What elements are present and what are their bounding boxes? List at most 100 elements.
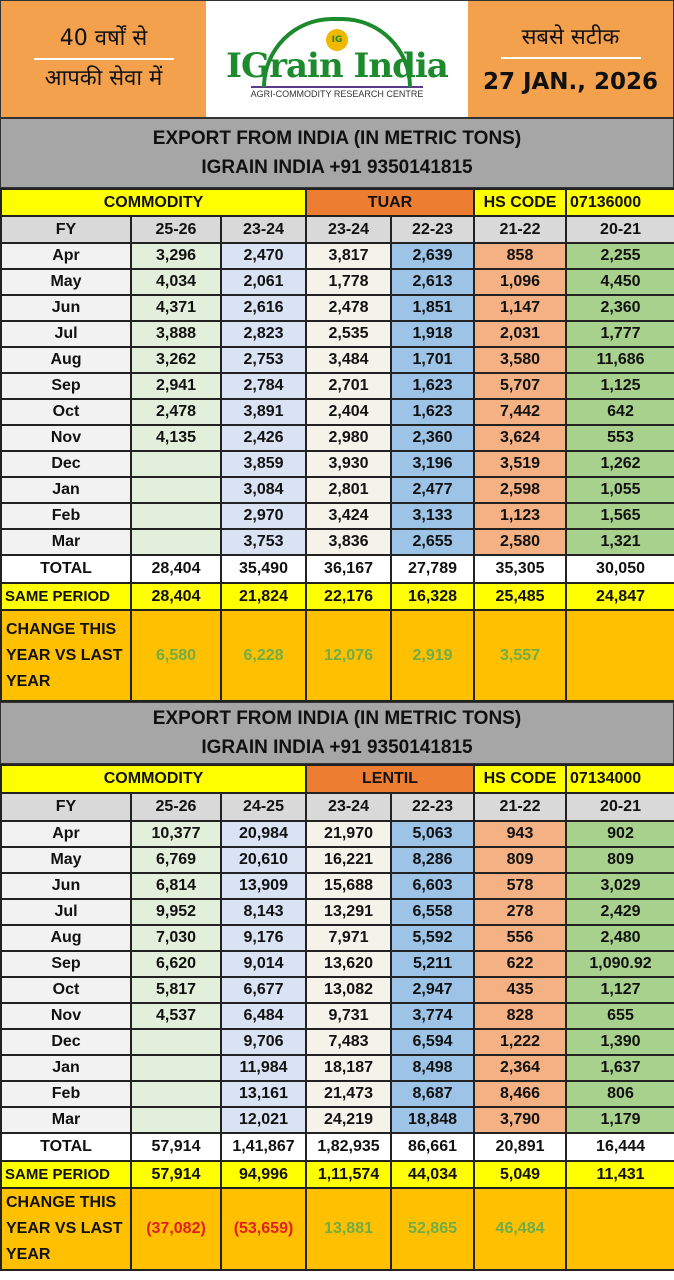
cell-value: 8,498 [390, 1054, 476, 1082]
cell-value: 622 [473, 950, 568, 978]
cell-value: 20,610 [219, 846, 308, 874]
change-value: 12,076 [305, 609, 393, 702]
cell-value: 3,891 [219, 398, 308, 426]
month-label: Mar [0, 528, 132, 556]
cell-value: 13,291 [305, 898, 393, 926]
cell-value: 11,686 [565, 346, 674, 374]
table-row: May 6,769 20,610 16,221 8,286 809 809 [0, 846, 674, 874]
same-period-label: SAME PERIOD [0, 582, 132, 611]
same-period-value: 11,431 [565, 1160, 674, 1189]
cell-value: 3,296 [130, 242, 222, 270]
cell-value: 3,790 [473, 1106, 568, 1134]
table-row: Feb 13,161 21,473 8,687 8,466 806 [0, 1080, 674, 1108]
cell-value: 5,707 [473, 372, 568, 400]
cell-value: 2,823 [219, 320, 308, 348]
hs-code-value: 07136000 [565, 188, 674, 217]
cell-value: 7,971 [305, 924, 393, 952]
cell-value: 3,774 [390, 1002, 476, 1030]
cell-value: 2,360 [390, 424, 476, 452]
month-label: Dec [0, 1028, 132, 1056]
total-label: TOTAL [0, 554, 132, 584]
fy-header-row: FY 25-26 23-24 23-24 22-23 21-22 20-21 [0, 215, 674, 244]
table-row: Jan 3,084 2,801 2,477 2,598 1,055 [0, 476, 674, 504]
cell-value: 6,814 [130, 872, 222, 900]
tagline-left: 40 वर्षों से आपकी सेवा में [1, 1, 206, 117]
month-label: Jun [0, 872, 132, 900]
year-header: 23-24 [219, 215, 308, 244]
cell-value: 11,984 [219, 1054, 308, 1082]
cell-value: 1,262 [565, 450, 674, 478]
logo: IG IGrain India AGRI-COMMODITY RESEARCH … [206, 1, 468, 117]
cell-value: 2,580 [473, 528, 568, 556]
tagline-line2: आपकी सेवा में [44, 66, 163, 91]
cell-value: 3,836 [305, 528, 393, 556]
cell-value: 2,535 [305, 320, 393, 348]
same-period-row: SAME PERIOD 57,914 94,996 1,11,574 44,034 5,0… [0, 1160, 674, 1189]
table-row: Oct 2,478 3,891 2,404 1,623 7,442 642 [0, 398, 674, 426]
change-value: (37,082) [130, 1187, 222, 1271]
cell-value: 1,222 [473, 1028, 568, 1056]
change-label: CHANGE THIS YEAR VS LAST YEAR [0, 1187, 132, 1271]
change-value: 52,865 [390, 1187, 476, 1271]
table-row: Apr 10,377 20,984 21,970 5,063 943 902 [0, 820, 674, 848]
month-label: Oct [0, 976, 132, 1004]
table-row: Aug 7,030 9,176 7,971 5,592 556 2,480 [0, 924, 674, 952]
month-label: Jan [0, 476, 132, 504]
month-label: Aug [0, 924, 132, 952]
cell-value: 21,473 [305, 1080, 393, 1108]
month-label: Jan [0, 1054, 132, 1082]
cell-value: 1,055 [565, 476, 674, 504]
cell-value: 828 [473, 1002, 568, 1030]
same-period-value: 24,847 [565, 582, 674, 611]
title-line2: IGRAIN INDIA +91 9350141815 [201, 157, 473, 178]
year-header: 20-21 [565, 792, 674, 822]
cell-value: 13,620 [305, 950, 393, 978]
total-value: 27,789 [390, 554, 476, 584]
same-period-value: 5,049 [473, 1160, 568, 1189]
cell-value [130, 528, 222, 556]
cell-value: 2,941 [130, 372, 222, 400]
total-row: TOTAL 57,914 1,41,867 1,82,935 86,661 20,891 1… [0, 1132, 674, 1162]
month-label: Sep [0, 950, 132, 978]
table-row: Mar 12,021 24,219 18,848 3,790 1,179 [0, 1106, 674, 1134]
cell-value: 2,613 [390, 268, 476, 296]
cell-value: 2,655 [390, 528, 476, 556]
cell-value: 8,687 [390, 1080, 476, 1108]
cell-value: 3,580 [473, 346, 568, 374]
cell-value: 5,817 [130, 976, 222, 1004]
cell-value: 1,777 [565, 320, 674, 348]
table-row: May 4,034 2,061 1,778 2,613 1,096 4,450 [0, 268, 674, 296]
cell-value: 1,918 [390, 320, 476, 348]
month-label: May [0, 846, 132, 874]
month-label: Apr [0, 820, 132, 848]
table-row: Oct 5,817 6,677 13,082 2,947 435 1,127 [0, 976, 674, 1004]
total-row: TOTAL 28,404 35,490 36,167 27,789 35,305 30,05… [0, 554, 674, 584]
cell-value: 9,731 [305, 1002, 393, 1030]
cell-value: 18,848 [390, 1106, 476, 1134]
cell-value: 435 [473, 976, 568, 1004]
logo-arc-icon [262, 17, 412, 87]
total-label: TOTAL [0, 1132, 132, 1162]
year-header: 23-24 [305, 792, 393, 822]
table-row: Aug 3,262 2,753 3,484 1,701 3,580 11,686 [0, 346, 674, 374]
cell-value: 809 [565, 846, 674, 874]
table-row: Sep 2,941 2,784 2,701 1,623 5,707 1,125 [0, 372, 674, 400]
cell-value: 9,952 [130, 898, 222, 926]
total-value: 86,661 [390, 1132, 476, 1162]
cell-value: 8,143 [219, 898, 308, 926]
month-label: Jun [0, 294, 132, 322]
change-value: 46,484 [473, 1187, 568, 1271]
month-label: Jul [0, 320, 132, 348]
cell-value: 6,558 [390, 898, 476, 926]
cell-value: 3,484 [305, 346, 393, 374]
commodity-name: LENTIL [305, 764, 476, 794]
table-row: Jun 4,371 2,616 2,478 1,851 1,147 2,360 [0, 294, 674, 322]
cell-value: 3,888 [130, 320, 222, 348]
table-row: Nov 4,537 6,484 9,731 3,774 828 655 [0, 1002, 674, 1030]
same-period-value: 57,914 [130, 1160, 222, 1189]
cell-value: 4,034 [130, 268, 222, 296]
year-header: 24-25 [219, 792, 308, 822]
title-line2: IGRAIN INDIA +91 9350141815 [201, 737, 473, 758]
cell-value: 4,371 [130, 294, 222, 322]
month-label: Nov [0, 1002, 132, 1030]
